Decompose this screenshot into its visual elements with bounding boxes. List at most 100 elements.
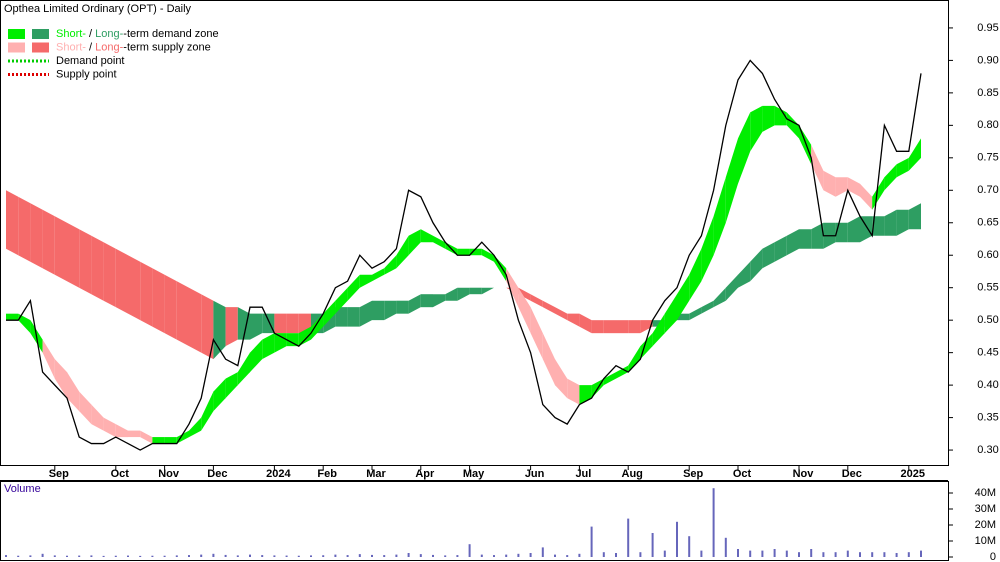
volume-bar [90,555,93,557]
short-term-zone-segment [6,313,19,321]
long-term-zone-segment [628,320,641,334]
volume-bar [810,549,813,557]
volume-y-tick-label: 0 [990,551,996,562]
x-tick-label: Nov [158,468,180,480]
y-tick-label: 0.90 [977,54,998,66]
volume-bar [566,555,569,557]
y-tick-label: 0.70 [977,184,998,196]
x-tick-label: Feb [317,468,337,480]
volume-bar [920,550,922,557]
short-term-zone-segment [835,177,848,197]
legend-text: / [86,28,95,40]
x-tick-label: 2024 [266,468,291,480]
long-term-zone-segment [420,294,433,308]
y-tick-label: 0.40 [977,379,998,391]
short-term-zone-segment [213,378,226,412]
volume-bar [383,555,386,557]
volume-bar [17,555,20,557]
volume-bar [554,554,556,557]
x-tick-label: Jul [575,468,591,480]
short-term-zone-segment [384,255,397,275]
volume-bar [139,555,142,557]
long-term-zone-segment [359,300,372,327]
y-tick-label: 0.45 [977,347,998,359]
long-term-zone-segment [384,300,397,321]
short-term-zone-segment [701,216,714,282]
long-term-zone-segment [713,287,726,308]
legend-swatch [32,42,49,53]
volume-bar [53,555,56,557]
long-term-zone-segment [457,287,470,301]
long-term-zone-segment [274,313,287,334]
volume-bar [895,553,898,557]
legend-text: -term supply zone [123,41,210,53]
long-term-zone-segment [725,274,738,301]
volume-bar [773,549,776,557]
long-term-zone-segment [689,307,702,321]
short-term-zone-segment [311,313,324,340]
legend-text: Long- [95,41,123,53]
volume-bar [846,550,849,557]
volume-bar [285,555,288,557]
long-term-zone-segment [30,203,43,269]
x-tick-label: Dec [207,468,227,480]
legend-swatch [8,29,25,39]
volume-bar [297,555,300,557]
x-tick-label: Aug [622,468,643,480]
short-term-zone-segment [567,378,580,405]
volume-bar [358,554,361,557]
long-term-zone-segment [445,287,458,301]
long-term-zone-segment [616,320,629,334]
long-term-zone-segment [542,300,555,314]
axes: 0.30 0.35 0.40 0.45 0.50 0.55 0.60 0.65 0.70 0.75… [49,22,999,562]
short-term-zone-segment [738,112,751,184]
legend-entry: Demand point [56,55,125,67]
short-term-zone-segment [786,112,799,139]
legend-text: Demand point [56,55,125,67]
volume-bar [590,526,593,557]
y-tick-label: 0.50 [977,314,998,326]
long-term-zone-segment [79,229,92,295]
y-tick-label: 0.75 [977,152,998,164]
legend-text: -term demand zone [123,28,218,40]
short-term-zone-segment [847,177,860,197]
volume-bar [334,554,337,557]
short-term-zone-segment [628,346,641,373]
short-term-zone-segment [128,430,141,438]
volume-bar [822,552,825,557]
y-tick-label: 0.60 [977,249,998,261]
legend-text: Short- [56,41,86,53]
volume-y-tick-label: 40M [975,487,996,499]
legend-text: Long- [95,28,123,40]
short-term-zone-segment [725,138,738,223]
volume-bar [456,555,459,557]
volume-bar [151,555,154,557]
volume-bar [395,554,398,557]
long-term-zone-segment [847,216,860,243]
long-term-zone-segment [738,261,751,288]
short-term-zone-segment [823,170,836,197]
volume-bar [188,555,190,557]
volume-bar [41,553,44,557]
short-term-zone-segment [555,359,568,399]
legend-entry: Supply point [56,68,117,80]
short-term-zone-segment [664,294,677,334]
short-term-zone-segment [603,372,616,386]
short-term-zone-segment [872,177,885,210]
short-term-zone-segment [286,333,299,347]
long-term-zone-segment [433,294,446,308]
volume-bar [163,555,166,557]
legend-entry: Short- / Long--term demand zone [56,28,219,40]
volume-bar [785,550,788,557]
volume-bar [419,554,422,557]
long-term-zone-segment [152,268,165,334]
volume-bar [175,555,178,557]
volume-y-tick-label: 30M [975,503,996,515]
short-term-zone-segment [237,352,250,386]
short-term-zone-segment [616,365,629,379]
y-tick-label: 0.30 [977,444,998,456]
volume-bar [883,552,886,557]
x-tick-label: Sep [683,468,703,480]
short-term-zone-segment [140,430,153,444]
